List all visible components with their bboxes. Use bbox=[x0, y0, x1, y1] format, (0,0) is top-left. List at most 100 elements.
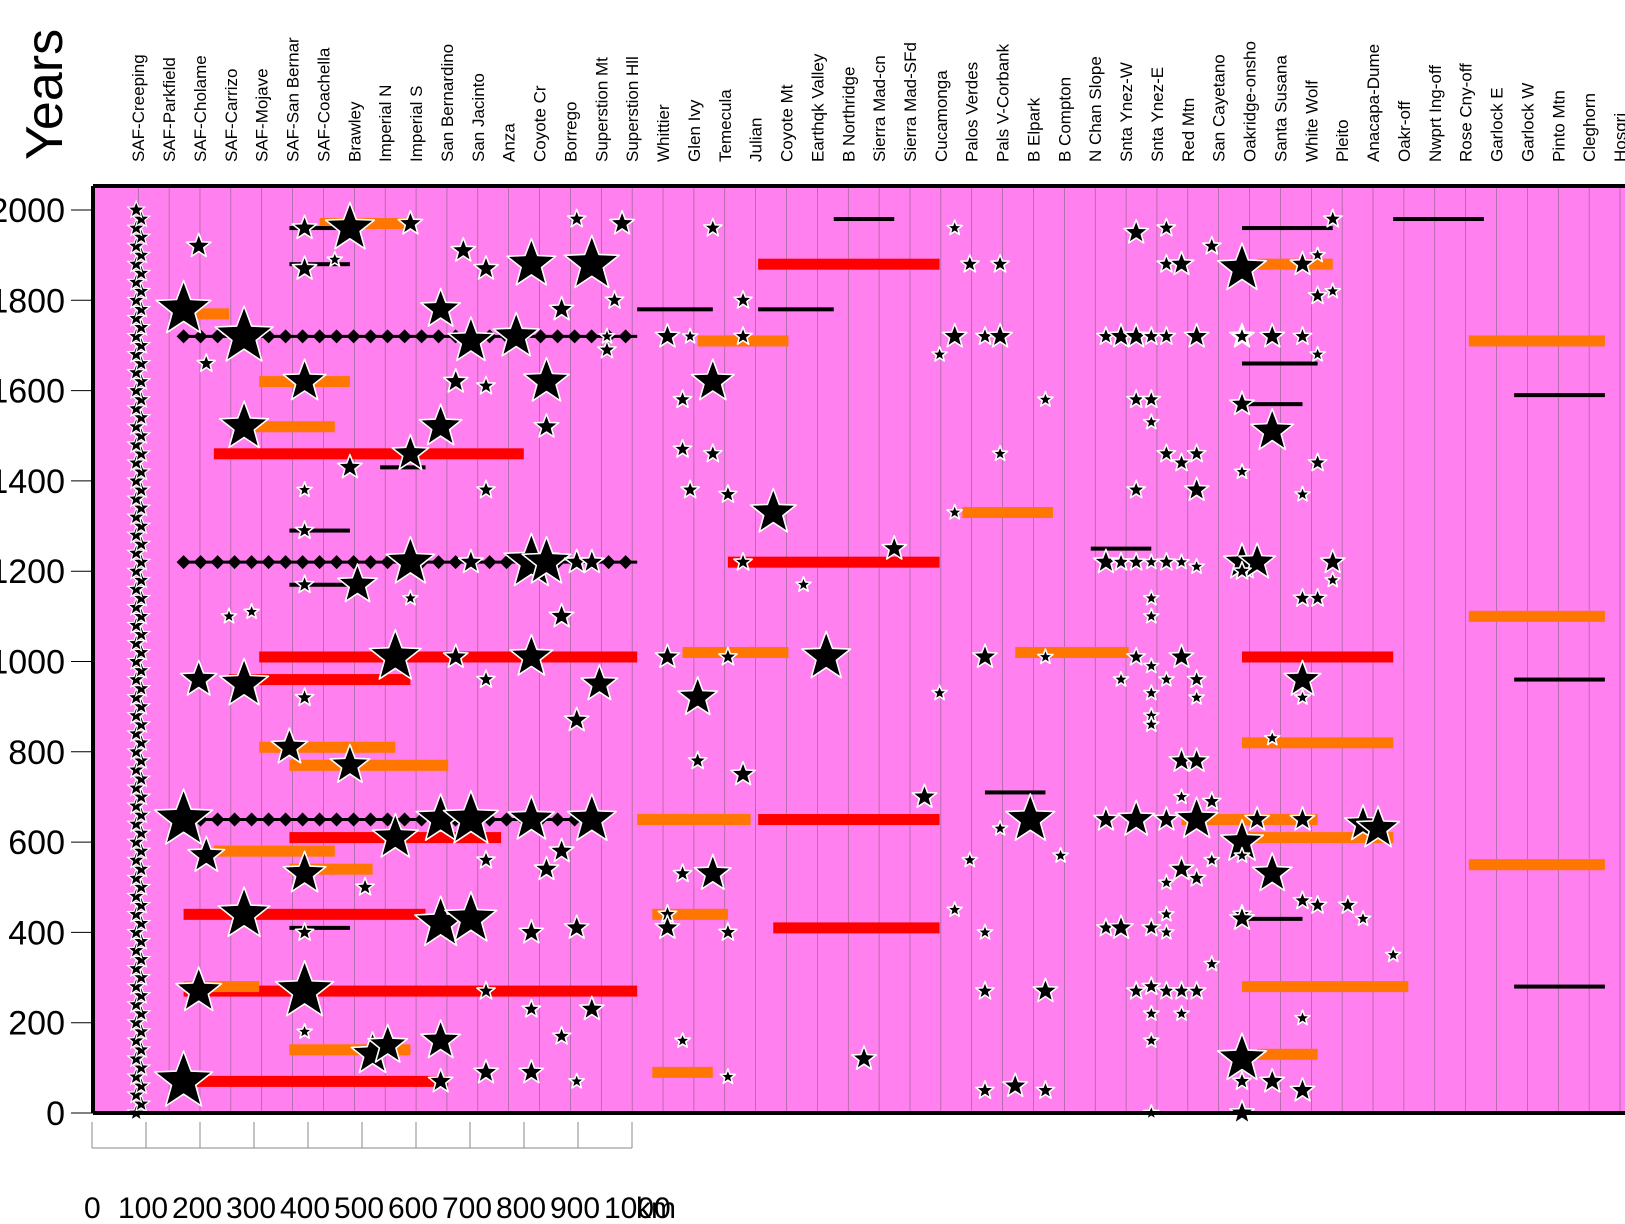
rupture-bar-red bbox=[183, 1075, 449, 1087]
rupture-diamond bbox=[363, 812, 378, 827]
rupture-bar-orange bbox=[259, 741, 396, 753]
rupture-diamond bbox=[329, 812, 344, 827]
event-star bbox=[420, 287, 462, 327]
event-star bbox=[521, 998, 542, 1018]
event-star-small bbox=[131, 930, 152, 951]
rupture-bar-orange bbox=[213, 845, 335, 857]
event-star-small bbox=[126, 849, 147, 869]
event-star bbox=[693, 853, 732, 890]
event-star bbox=[368, 629, 422, 680]
event-star bbox=[548, 837, 575, 863]
event-star bbox=[1319, 548, 1346, 574]
event-star bbox=[1142, 1032, 1160, 1048]
plot-frame bbox=[91, 184, 1625, 1115]
event-star bbox=[702, 443, 723, 463]
event-star bbox=[1229, 905, 1255, 930]
y-tick-label: 600 bbox=[8, 824, 65, 862]
event-star bbox=[473, 255, 499, 280]
event-star bbox=[294, 922, 315, 941]
event-star bbox=[1126, 646, 1147, 666]
event-star-small bbox=[131, 1075, 152, 1095]
event-star bbox=[1037, 648, 1054, 665]
event-star-small bbox=[126, 271, 147, 291]
rupture-bar-black bbox=[1393, 217, 1484, 222]
event-star bbox=[1337, 894, 1358, 914]
event-star bbox=[533, 413, 560, 438]
rupture-bar-black bbox=[1242, 361, 1318, 366]
event-star-small bbox=[126, 777, 147, 797]
event-star bbox=[296, 1022, 313, 1039]
y-tick-label: 800 bbox=[8, 734, 65, 772]
event-star bbox=[450, 237, 477, 262]
event-star bbox=[291, 255, 318, 280]
event-star-small bbox=[126, 741, 147, 761]
event-star bbox=[214, 305, 274, 362]
scale-tick-label: 300 bbox=[226, 1192, 276, 1224]
event-star bbox=[1173, 1004, 1190, 1021]
y-axis-title: Years bbox=[16, 29, 74, 160]
event-star-small bbox=[126, 343, 147, 364]
event-star bbox=[155, 279, 212, 334]
event-star bbox=[1168, 250, 1195, 276]
event-star bbox=[1294, 688, 1311, 705]
rupture-bar-black bbox=[1514, 393, 1605, 398]
event-star bbox=[427, 1067, 454, 1093]
fault-label: Anza bbox=[500, 123, 519, 162]
event-star bbox=[990, 253, 1010, 273]
event-star bbox=[1203, 955, 1221, 972]
event-star bbox=[1232, 1071, 1252, 1090]
rupture-diamond bbox=[567, 329, 582, 344]
rupture-diamond bbox=[550, 812, 565, 827]
event-star bbox=[324, 201, 376, 250]
rupture-diamond bbox=[431, 555, 446, 570]
event-star-small bbox=[131, 352, 152, 373]
fault-label: Julian bbox=[747, 118, 766, 162]
fault-label: Imperial S bbox=[407, 85, 426, 162]
rupture-bar-orange bbox=[682, 646, 789, 658]
event-star bbox=[1229, 390, 1255, 416]
event-star bbox=[991, 445, 1009, 462]
event-star bbox=[402, 589, 419, 606]
event-star-small bbox=[131, 533, 152, 553]
event-star bbox=[294, 520, 315, 540]
event-star bbox=[218, 657, 270, 706]
event-star-small bbox=[126, 668, 147, 689]
event-star bbox=[946, 503, 964, 520]
event-star bbox=[179, 659, 218, 696]
event-star bbox=[1250, 408, 1295, 451]
fault-label: Oakridge-onsho bbox=[1241, 41, 1260, 162]
event-star bbox=[1158, 923, 1175, 940]
event-star bbox=[1232, 326, 1252, 345]
event-star bbox=[1126, 479, 1147, 499]
event-star-small bbox=[126, 379, 147, 400]
event-star bbox=[185, 232, 212, 258]
event-star bbox=[1263, 729, 1281, 746]
fault-label: Superstion Hll bbox=[623, 56, 642, 162]
rupture-bar-orange bbox=[1242, 981, 1409, 993]
event-star bbox=[1251, 852, 1293, 892]
event-star bbox=[1173, 788, 1190, 805]
event-star bbox=[1156, 443, 1177, 463]
rupture-bar-red bbox=[1242, 651, 1394, 663]
event-star bbox=[1123, 322, 1150, 348]
event-star-small bbox=[126, 199, 147, 219]
event-star-small bbox=[131, 894, 152, 914]
event-star-small bbox=[131, 407, 152, 427]
event-star-small bbox=[126, 614, 147, 635]
event-star bbox=[1174, 796, 1219, 839]
event-star bbox=[187, 835, 226, 872]
event-star bbox=[1183, 322, 1210, 348]
rupture-diamond bbox=[227, 812, 242, 827]
event-star bbox=[1259, 322, 1286, 348]
rupture-bar-orange bbox=[1242, 832, 1394, 844]
event-star bbox=[1052, 846, 1069, 863]
event-star-small bbox=[126, 488, 147, 508]
fault-label: Snta Ynez-W bbox=[1117, 62, 1136, 162]
event-star-small bbox=[126, 722, 147, 743]
event-star bbox=[1158, 670, 1175, 687]
event-star-small bbox=[126, 867, 147, 887]
event-star-small bbox=[126, 1066, 147, 1086]
rupture-bar-black bbox=[289, 262, 350, 267]
event-star-small bbox=[126, 560, 147, 580]
